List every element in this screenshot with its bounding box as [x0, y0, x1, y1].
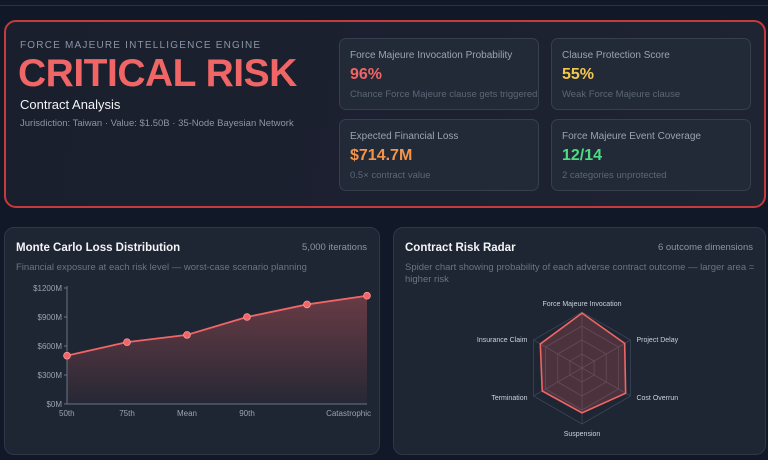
kpi-note: Chance Force Majeure clause gets trigger… [350, 89, 538, 100]
y-tick-label: $1200M [33, 284, 62, 293]
top-strip [0, 0, 768, 6]
kpi-note: 0.5× contract value [350, 170, 431, 181]
loss-distribution-panel: Monte Carlo Loss Distribution 5,000 iter… [4, 227, 380, 455]
risk-summary-card: FORCE MAJEURE INTELLIGENCE ENGINE CRITIC… [4, 20, 766, 208]
radar-spoke [533, 339, 583, 369]
radar-axis-label: Suspension [564, 431, 601, 438]
radar-axis-label: Termination [491, 395, 527, 402]
radar-spoke [581, 367, 631, 397]
dimensions-badge: 6 outcome dimensions [657, 242, 753, 253]
loss-point [243, 313, 251, 321]
contract-meta: Jurisdiction: Taiwan · Value: $1.50B · 3… [20, 118, 294, 129]
kpi-label: Expected Financial Loss [350, 131, 459, 142]
loss-point [363, 291, 371, 300]
kpi-value: 55% [562, 66, 595, 83]
y-tick-label: $900M [38, 313, 63, 322]
risk-level-headline: CRITICAL RISK [18, 52, 297, 95]
panel-title: Contract Risk Radar [405, 242, 516, 254]
radar-axis-label: Insurance Claim [477, 337, 528, 344]
loss-line [66, 294, 368, 357]
kpi-label: Force Majeure Invocation Probability [350, 50, 513, 61]
y-tick-label: $300M [38, 371, 63, 380]
engine-eyebrow: FORCE MAJEURE INTELLIGENCE ENGINE [20, 40, 262, 51]
risk-radar-panel: Contract Risk Radar 6 outcome dimensions… [393, 227, 766, 455]
radar-spoke [581, 339, 631, 369]
loss-area-chart: $0M $300M $600M $900M $1200M 50th 75th Mean 90th… [33, 284, 371, 418]
y-tick-label: $0M [46, 400, 62, 409]
kpi-value: 12/14 [562, 147, 603, 164]
radar-axis-label: Project Delay [636, 337, 678, 344]
analysis-subtitle: Contract Analysis [20, 97, 121, 112]
risk-radar-chart: Force Majeure Invocation Project Delay Cos… [477, 301, 679, 438]
kpi-label: Clause Protection Score [562, 50, 670, 61]
kpi-event-coverage: Force Majeure Event Coverage 12/14 2 cat… [551, 119, 751, 191]
x-tick-label: Mean [177, 409, 197, 418]
panel-description: Financial exposure at each risk level — … [16, 262, 307, 273]
kpi-note: 2 categories unprotected [562, 170, 667, 181]
kpi-invocation-probability: Force Majeure Invocation Probability 96%… [339, 38, 539, 110]
x-tick-label: 75th [119, 409, 135, 418]
radar-axis-label: Force Majeure Invocation [543, 301, 622, 308]
panel-description: Spider chart showing probability of each… [405, 262, 755, 286]
x-tick-label: Catastrophic [326, 409, 371, 418]
kpi-note: Weak Force Majeure clause [562, 89, 681, 100]
loss-point [183, 331, 191, 339]
kpi-value: 96% [350, 66, 383, 83]
loss-area [67, 295, 367, 404]
y-tick-label: $600M [38, 342, 63, 351]
kpi-expected-loss: Expected Financial Loss $714.7M 0.5× con… [339, 119, 539, 191]
radar-area [539, 312, 627, 414]
loss-point [123, 338, 131, 346]
x-tick-label: 90th [239, 409, 255, 418]
kpi-label: Force Majeure Event Coverage [562, 131, 701, 142]
iterations-badge: 5,000 iterations [302, 242, 367, 253]
x-tick-label: 50th [59, 409, 75, 418]
loss-point [63, 351, 71, 360]
kpi-value: $714.7M [350, 147, 413, 164]
loss-point [303, 300, 311, 309]
kpi-clause-protection: Clause Protection Score 55% Weak Force M… [551, 38, 751, 110]
panel-title: Monte Carlo Loss Distribution [16, 242, 181, 254]
radar-axis-label: Cost Overrun [636, 395, 678, 402]
